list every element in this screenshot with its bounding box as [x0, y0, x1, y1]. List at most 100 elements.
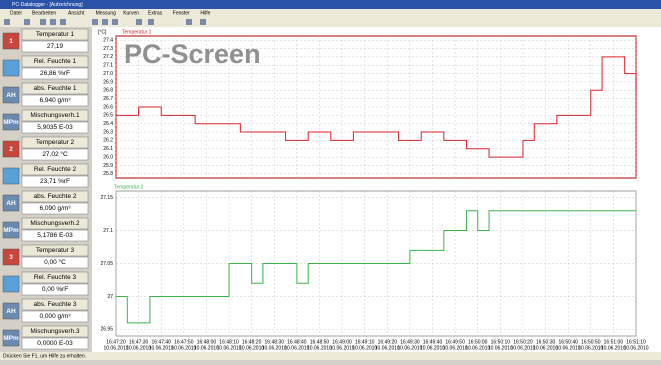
menu-item[interactable]: Ansicht [68, 10, 85, 16]
sensor-item[interactable]: 2 Temperatur 2 27,02 °C [2, 136, 89, 161]
sensor-label: Rel. Feuchte 2 [34, 166, 77, 173]
sensor-label-box [21, 109, 89, 122]
x-tick-date: 10.06.2010 [375, 345, 400, 351]
sensor-label-box [21, 190, 89, 203]
sensor-value: 0,0000 E-03 [37, 340, 73, 347]
menu-item[interactable]: Extras [148, 10, 163, 16]
menu-item[interactable]: Kurven [123, 10, 139, 16]
sensor-label: Temperatur 1 [36, 31, 75, 38]
toolbar-button[interactable] [4, 19, 10, 25]
y-tick-label: 27.4 [103, 38, 113, 44]
sensor-icon-label: MPm [3, 335, 19, 342]
sensor-icon-label: 2 [9, 146, 13, 153]
sensor-icon [2, 140, 20, 158]
sensor-panel [0, 27, 90, 352]
sensor-value-box [21, 337, 89, 350]
sensor-label: Mischungsverh.1 [30, 112, 80, 119]
toolbar-button[interactable] [50, 19, 56, 25]
menu-item[interactable]: Messung [96, 10, 117, 16]
x-tick-date: 10.06.2010 [623, 345, 648, 351]
sensor-value-box [21, 229, 89, 242]
sensor-item[interactable]: MPm Mischungsverh.2 5,1786 E-03 [2, 217, 89, 242]
sensor-label-box [21, 136, 89, 149]
sensor-item[interactable]: MPm Mischungsverh.1 5,9035 E-03 [2, 109, 89, 134]
x-tick-label: 16:48:30 [265, 339, 285, 345]
x-tick-date: 10.06.2010 [103, 345, 128, 351]
y-tick-label: 26.7 [103, 96, 113, 102]
y-tick-label: 26.9 [103, 79, 113, 85]
toolbar-button[interactable] [102, 19, 108, 25]
y-tick-label: 27.0 [103, 71, 113, 77]
data-line [116, 56, 637, 158]
sensor-item[interactable]: 1 Temperatur 1 27,19 [2, 28, 89, 53]
sensor-icon-label: AH [6, 92, 16, 99]
menu-item[interactable]: Datei [10, 10, 22, 16]
sensor-item[interactable]: Rel. Feuchte 2 23,71 %rF [2, 163, 89, 188]
sensor-label-box [21, 271, 89, 284]
y-tick-label: 27.1 [103, 228, 113, 234]
x-tick-label: 16:49:50 [445, 339, 465, 345]
sensor-item[interactable]: AH abs. Feuchte 1 6,940 g/m³ [2, 82, 89, 107]
x-tick-date: 10.06.2010 [420, 345, 445, 351]
x-tick-date: 10.06.2010 [510, 345, 535, 351]
sensor-item[interactable]: MPm Mischungsverh.3 0,0000 E-03 [2, 325, 89, 350]
y-tick-label: 26.6 [103, 104, 113, 110]
status-text: Drücken Sie F1, um Hilfe zu erhalten. [3, 353, 86, 359]
x-tick-date: 10.06.2010 [533, 345, 558, 351]
sensor-item[interactable]: 3 Temperatur 3 0,00 °C [2, 244, 89, 269]
sensor-icon-label: MPm [3, 119, 19, 126]
y-tick-label: 27.05 [100, 261, 113, 267]
toolbar-button[interactable] [200, 19, 206, 25]
x-tick-date: 10.06.2010 [465, 345, 490, 351]
y-tick-label: 25.9 [103, 163, 113, 169]
sensor-icon-label: AH [6, 200, 16, 207]
sensor-value: 23,71 %rF [40, 178, 70, 185]
sensor-value: 0,00 %rF [42, 286, 68, 293]
sensor-label: abs. Feuchte 3 [34, 301, 77, 308]
sensor-label-box [21, 55, 89, 68]
series-name: Temperatur 2 [114, 184, 144, 190]
sensor-icon-label: 1 [9, 38, 13, 45]
menu-item[interactable]: Fenster [173, 10, 190, 16]
y-tick-label: 26.95 [100, 327, 113, 333]
toolbar-button[interactable] [40, 19, 46, 25]
y-tick-label: 26.3 [103, 129, 113, 135]
toolbar-button[interactable] [186, 19, 192, 25]
overlay-text: PC-Screen [124, 39, 261, 69]
x-tick-label: 16:51:10 [626, 339, 646, 345]
toolbar-button[interactable] [92, 19, 98, 25]
sensor-icon [2, 32, 20, 50]
sensor-label-box [21, 28, 89, 41]
toolbar-button[interactable] [112, 19, 118, 25]
x-tick-label: 16:47:30 [129, 339, 149, 345]
x-tick-label: 16:47:50 [174, 339, 194, 345]
sensor-value: 6,090 g/m³ [39, 205, 71, 212]
toolbar-button[interactable] [60, 19, 66, 25]
sensor-value-box [21, 175, 89, 188]
sensor-value-box [21, 283, 89, 296]
sensor-icon [2, 113, 20, 131]
x-tick-label: 16:50:40 [558, 339, 578, 345]
toolbar-button[interactable] [148, 19, 154, 25]
sensor-value-box [21, 40, 89, 53]
toolbar-button[interactable] [24, 19, 30, 25]
toolbar-button[interactable] [136, 19, 142, 25]
sensor-item[interactable]: Rel. Feuchte 3 0,00 %rF [2, 271, 89, 296]
sensor-icon [2, 329, 20, 347]
sensor-label: abs. Feuchte 1 [34, 85, 77, 92]
toolbar-buttons [4, 19, 206, 25]
sensor-item[interactable]: AH abs. Feuchte 2 6,090 g/m³ [2, 190, 89, 215]
sensor-item[interactable]: AH abs. Feuchte 3 0,000 g/m³ [2, 298, 89, 323]
sensor-icon [2, 275, 20, 293]
x-tick-label: 16:50:10 [491, 339, 511, 345]
menu-item[interactable]: Bearbeiten [32, 10, 56, 16]
menu-item[interactable]: Hilfe [200, 10, 210, 16]
sensor-icon [2, 167, 20, 185]
sensor-item[interactable]: Rel. Feuchte 1 26,86 %rF [2, 55, 89, 80]
x-tick-label: 16:49:40 [423, 339, 443, 345]
y-tick-label: 25.8 [103, 171, 113, 177]
x-tick-date: 10.06.2010 [149, 345, 174, 351]
sensor-icon-label: 3 [9, 254, 13, 261]
x-tick-label: 16:47:40 [151, 339, 171, 345]
sensor-label-box [21, 82, 89, 95]
